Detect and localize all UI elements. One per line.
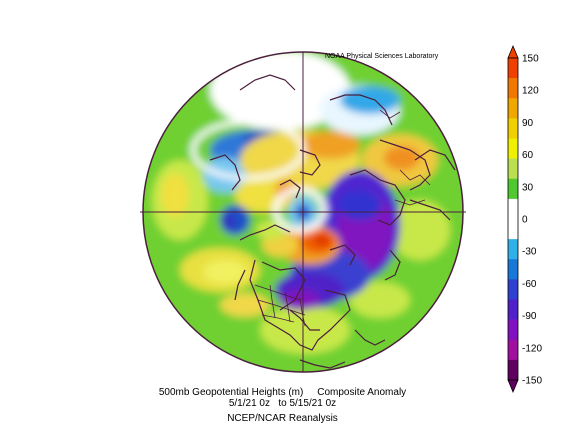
colorbar-swatch (508, 339, 518, 361)
colorbar-swatch (508, 319, 518, 341)
colorbar-tick-label: 30 (522, 182, 534, 193)
colorbar-tick-label: 0 (522, 215, 528, 226)
colorbar-tick-label: -60 (522, 279, 537, 290)
colorbar-tick-label: -30 (522, 247, 537, 258)
colorbar-tick-label: 120 (522, 86, 539, 97)
colorbar-swatch (508, 259, 518, 280)
caption-date-range: 5/1/21 0z to 5/15/21 0z (228, 398, 337, 409)
caption-source: NCEP/NCAR Reanalysis (227, 413, 338, 424)
colorbar-swatch (508, 118, 518, 139)
anomaly-field (143, 52, 463, 372)
colorbar-tick-label: 90 (522, 118, 534, 129)
colorbar-tick-label: 60 (522, 150, 534, 161)
borders (254, 109, 431, 327)
colorbar-outline (507, 57, 519, 381)
caption-title: 500mb Geopotential Heights (m) Composite… (158, 387, 407, 398)
colorbar-tick-label: -120 (522, 343, 542, 354)
colorbar-swatch (508, 219, 518, 240)
colorbar-swatch (508, 239, 518, 260)
colorbar-swatch (508, 178, 518, 200)
colorbar-tick-label: -90 (522, 311, 537, 322)
colorbar-swatch (508, 299, 518, 320)
credit-label: NOAA Physical Sciences Laboratory (325, 53, 439, 60)
colorbar-tick-label: 150 (522, 54, 539, 65)
colorbar-swatch (508, 78, 518, 99)
colorbar-swatch (508, 58, 518, 79)
colorbar-swatch (508, 158, 518, 180)
colorbar-top-arrow (507, 44, 519, 59)
colorbar-swatch (508, 138, 518, 159)
colorbar-swatch (508, 98, 518, 119)
colorbar-swatch (508, 198, 518, 220)
colorbar-swatch (508, 359, 518, 381)
colorbar-tick-label: -150 (522, 376, 542, 387)
colorbar-swatch (508, 279, 518, 300)
